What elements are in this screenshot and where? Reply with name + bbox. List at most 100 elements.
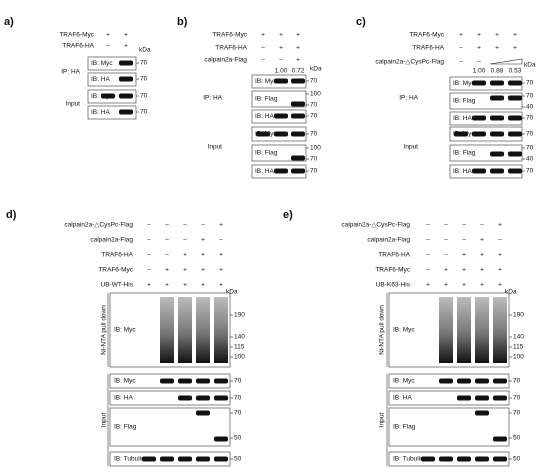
group-label: Input (208, 144, 223, 151)
condition-sign: + (201, 237, 205, 244)
condition-label: TRAF6-Myc (375, 267, 410, 274)
band (274, 113, 288, 119)
condition-sign: + (183, 267, 187, 274)
condition-sign: + (444, 267, 448, 274)
band (490, 151, 504, 157)
condition-sign: – (201, 222, 205, 229)
marker-label: 70 (140, 109, 148, 116)
condition-label: calpain2a-Flag (204, 57, 247, 64)
condition-sign: – (219, 237, 223, 244)
smear (493, 297, 507, 363)
band (214, 378, 228, 384)
smear (214, 297, 228, 363)
condition-sign: + (124, 43, 128, 50)
condition-sign: – (147, 237, 151, 244)
condition-sign: + (459, 32, 463, 39)
marker-label: 70 (526, 115, 534, 122)
condition-label: UB-WT-His (101, 282, 134, 289)
marker-label: 70 (234, 378, 242, 385)
condition-label: TRAF6-Myc (409, 32, 444, 39)
marker-label: 115 (513, 344, 524, 351)
condition-sign: + (296, 45, 300, 52)
band (196, 456, 210, 462)
condition-sign: – (106, 43, 110, 50)
condition-label: TRAF6-HA (378, 252, 410, 259)
marker-label: 70 (513, 410, 521, 417)
marker-label: 70 (140, 93, 148, 100)
kda-label: kDa (310, 66, 322, 73)
band (493, 395, 507, 401)
condition-label: calpain2a-Flag (367, 237, 410, 244)
condition-label: calpain2a-△CysPc-Flag (341, 222, 410, 229)
condition-sign: + (201, 282, 205, 289)
band (291, 168, 305, 174)
condition-sign: + (147, 282, 151, 289)
band (457, 456, 471, 462)
marker-label: 140 (234, 334, 245, 341)
band (454, 131, 468, 137)
band (119, 60, 133, 66)
condition-sign: – (183, 237, 187, 244)
marker-label: 190 (513, 312, 524, 319)
band (439, 378, 453, 384)
condition-sign: – (444, 222, 448, 229)
condition-sign: + (462, 282, 466, 289)
panel-label: a) (4, 16, 14, 28)
antibody-label: IB: Myc (453, 80, 475, 87)
panel-label: c) (356, 16, 366, 28)
kda-label: kDa (505, 289, 517, 296)
band (291, 78, 305, 84)
marker-label: 100 (310, 91, 321, 98)
condition-sign: + (444, 282, 448, 289)
condition-sign: + (124, 32, 128, 39)
condition-sign: + (279, 32, 283, 39)
group-label: Input (404, 144, 419, 151)
condition-sign: + (498, 267, 502, 274)
condition-sign: – (426, 252, 430, 259)
condition-sign: + (426, 282, 430, 289)
condition-sign: + (462, 267, 466, 274)
condition-sign: – (498, 237, 502, 244)
band (490, 131, 504, 137)
marker-label: 100 (234, 354, 245, 361)
condition-sign: + (261, 32, 265, 39)
condition-label: TRAF6-HA (215, 45, 247, 52)
blot-box (449, 144, 523, 162)
marker-label: 70 (526, 168, 534, 175)
condition-sign: – (261, 57, 265, 64)
band (214, 456, 228, 462)
antibody-label: IB: Myc (393, 327, 415, 334)
condition-sign: – (261, 45, 265, 52)
blot-box (449, 92, 523, 110)
condition-label: TRAF6-Myc (212, 32, 247, 39)
condition-sign: + (495, 32, 499, 39)
smear (160, 297, 174, 363)
band (457, 378, 471, 384)
condition-sign: – (183, 222, 187, 229)
kda-label: kDa (226, 289, 238, 296)
condition-sign: + (219, 222, 223, 229)
band (490, 168, 504, 174)
band (439, 456, 453, 462)
condition-sign: – (480, 222, 484, 229)
condition-sign: + (480, 267, 484, 274)
band (256, 131, 270, 137)
band (214, 395, 228, 401)
condition-sign: + (183, 252, 187, 259)
antibody-label: IB: HA (91, 76, 110, 83)
group-label: IP: HA (399, 95, 418, 102)
marker-label: 115 (234, 344, 245, 351)
panel-label: d) (6, 209, 17, 221)
condition-sign: + (279, 45, 283, 52)
band (490, 115, 504, 121)
antibody-label: IB: Flag (114, 424, 137, 431)
antibody-label: IB: Tubulin (114, 456, 145, 463)
marker-label: 70 (310, 131, 318, 138)
band (178, 378, 192, 384)
condition-sign: – (165, 237, 169, 244)
band (196, 395, 210, 401)
smear (439, 297, 453, 363)
antibody-label: IB: Flag (255, 96, 278, 103)
marker-label: 70 (234, 395, 242, 402)
